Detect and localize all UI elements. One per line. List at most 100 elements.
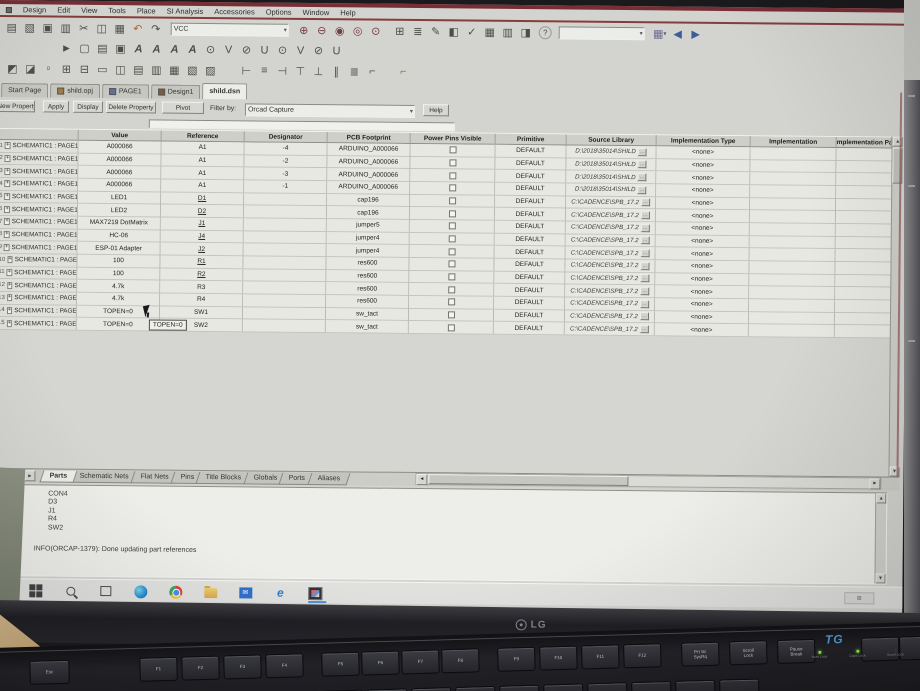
power-pins-checkbox[interactable] (447, 323, 455, 331)
cell-implementation[interactable] (749, 223, 836, 237)
key-f1[interactable]: F1 (139, 656, 178, 682)
cell-value[interactable]: ESP-01 Adapter (77, 242, 161, 256)
cell-source-library[interactable]: C:\CADENCE\SPB_17.2… (566, 196, 657, 210)
expand-row-button[interactable]: + (4, 167, 11, 175)
cell-value[interactable]: 100 (77, 267, 161, 281)
expand-row-button[interactable]: + (6, 268, 13, 277)
scroll-right-arrow[interactable]: ► (869, 477, 881, 489)
row-header[interactable]: 15 + SCHEMATIC1 : PAGE1 (0, 317, 77, 331)
cell-reference[interactable]: J1 (160, 217, 244, 231)
menu-view[interactable]: View (81, 5, 98, 15)
cell-source-library[interactable]: C:\CADENCE\SPB_17.2… (565, 234, 656, 248)
cell-implementation[interactable] (749, 299, 836, 313)
cell-source-library[interactable]: D:\2018\35014\SHILD… (566, 158, 657, 172)
zoom-out-icon[interactable]: ⊖ (317, 25, 327, 38)
cell-source-library[interactable]: D:\2018\35014\SHILD… (566, 145, 657, 159)
back-annotate-icon[interactable]: ◧ (448, 26, 459, 39)
chrome-icon[interactable] (168, 585, 182, 599)
column-header-designator[interactable]: Designator (244, 131, 328, 144)
column-header-pcb-footprint[interactable]: PCB Footprint (327, 132, 411, 144)
menu-tools[interactable]: Tools (108, 6, 126, 16)
save-icon[interactable]: ▣ (42, 22, 53, 35)
cell-implementation[interactable] (749, 273, 836, 288)
start-button[interactable] (28, 583, 42, 597)
cell-pcb-footprint[interactable]: res600 (326, 269, 410, 284)
cell-implementation-path[interactable] (835, 236, 891, 250)
cell-implementation[interactable] (750, 197, 837, 212)
undo-icon[interactable]: ↶ (133, 23, 143, 36)
power-pins-checkbox[interactable] (448, 235, 456, 243)
cell-primitive[interactable]: DEFAULT (494, 271, 566, 285)
expand-row-button[interactable]: + (4, 180, 11, 188)
cell-source-library[interactable]: C:\CADENCE\SPB_17.2… (565, 297, 656, 311)
cell-implementation-type[interactable]: <none> (655, 222, 750, 236)
cell-implementation[interactable] (749, 210, 837, 224)
help-topics-icon[interactable]: ? (538, 26, 552, 40)
key-blank[interactable] (719, 678, 760, 691)
cell-implementation-type[interactable]: <none> (656, 171, 751, 186)
cell-reference[interactable]: R3 (160, 280, 244, 295)
cell-primitive[interactable]: DEFAULT (495, 144, 567, 159)
sheet-tab-aliases[interactable]: Aliases (307, 472, 350, 485)
browse-button[interactable]: … (640, 236, 650, 245)
align-left-icon[interactable]: ⊢ (241, 64, 252, 77)
cell-implementation-type[interactable]: <none> (655, 285, 750, 300)
key-scroll[interactable]: Scroll Lock (728, 640, 768, 666)
info-icon[interactable]: ⌐ (369, 65, 376, 78)
cell-implementation[interactable] (748, 311, 836, 326)
cell-source-library[interactable]: C:\CADENCE\SPB_17.2… (565, 221, 656, 235)
browse-button[interactable]: … (639, 325, 649, 334)
tab-design1[interactable]: Design1 (150, 84, 201, 99)
cell-pcb-footprint[interactable]: ARDUINO_A000066 (327, 143, 411, 157)
scroll-up-arrow[interactable]: ▲ (876, 493, 887, 504)
expand-row-button[interactable]: + (4, 193, 11, 201)
cell-implementation-type[interactable]: <none> (655, 209, 751, 224)
cell-reference[interactable]: D2 (160, 204, 245, 219)
cell-primitive[interactable]: DEFAULT (495, 182, 567, 197)
row-header[interactable]: 9 + SCHEMATIC1 : PAGE1 (0, 241, 78, 255)
row-header[interactable]: 13 + SCHEMATIC1 : PAGE1 (0, 291, 78, 306)
cell-designator[interactable] (244, 192, 328, 207)
polyline-icon[interactable]: ◫ (115, 63, 126, 76)
browse-button[interactable]: … (640, 223, 650, 233)
cell-reference[interactable]: SW1 (159, 306, 244, 320)
picture-icon[interactable]: ▧ (187, 64, 198, 77)
menu-window[interactable]: Window (302, 7, 330, 18)
cell-source-library[interactable]: C:\CADENCE\SPB_17.2… (565, 272, 656, 286)
cell-primitive[interactable]: DEFAULT (493, 321, 565, 336)
cell-value[interactable]: A000066 (78, 140, 162, 155)
browse-button[interactable]: … (640, 249, 650, 258)
cell-designator[interactable] (243, 218, 327, 232)
expand-row-button[interactable]: + (6, 306, 13, 314)
column-header-reference[interactable]: Reference (161, 130, 245, 143)
browse-button[interactable]: … (640, 211, 650, 220)
cell-pcb-footprint[interactable]: jumper5 (326, 219, 410, 233)
power-pins-checkbox[interactable] (448, 159, 456, 167)
file-explorer-icon[interactable] (203, 585, 217, 599)
cell-designator[interactable] (243, 205, 328, 220)
row-header[interactable]: 5 + SCHEMATIC1 : PAGE1 (0, 190, 79, 205)
key-f4[interactable]: F4 (265, 653, 304, 679)
tab-shild-opj[interactable]: shild.opj (50, 83, 100, 98)
power-pins-checkbox[interactable] (448, 197, 456, 205)
cell-primitive[interactable]: DEFAULT (494, 258, 566, 273)
photos-app-icon[interactable] (308, 586, 323, 600)
cell-implementation-path[interactable] (835, 274, 891, 288)
no-connect-icon[interactable]: ⊟ (79, 63, 90, 76)
zoom-all-icon[interactable]: ◎ (352, 25, 363, 38)
properties-icon[interactable]: ⌐ (400, 65, 407, 78)
menu-place[interactable]: Place (136, 6, 156, 16)
cell-source-library[interactable]: C:\CADENCE\SPB_17.2… (565, 246, 656, 261)
row-header[interactable]: 1 + SCHEMATIC1 : PAGE1 (0, 139, 79, 154)
paste-icon[interactable]: ▦ (114, 23, 125, 36)
cell-primitive[interactable]: DEFAULT (494, 296, 566, 310)
cell-primitive[interactable]: DEFAULT (494, 233, 566, 247)
place-wire-icon[interactable]: ▤ (97, 42, 108, 56)
cell-implementation[interactable] (749, 248, 836, 262)
cell-value[interactable]: LED2 (77, 204, 162, 218)
power-pins-checkbox[interactable] (447, 298, 455, 306)
power-pins-checkbox[interactable] (447, 311, 455, 319)
place-text-icon[interactable]: A (152, 42, 161, 56)
apply-button[interactable]: Apply (42, 100, 70, 113)
cell-implementation-path[interactable] (836, 198, 892, 212)
